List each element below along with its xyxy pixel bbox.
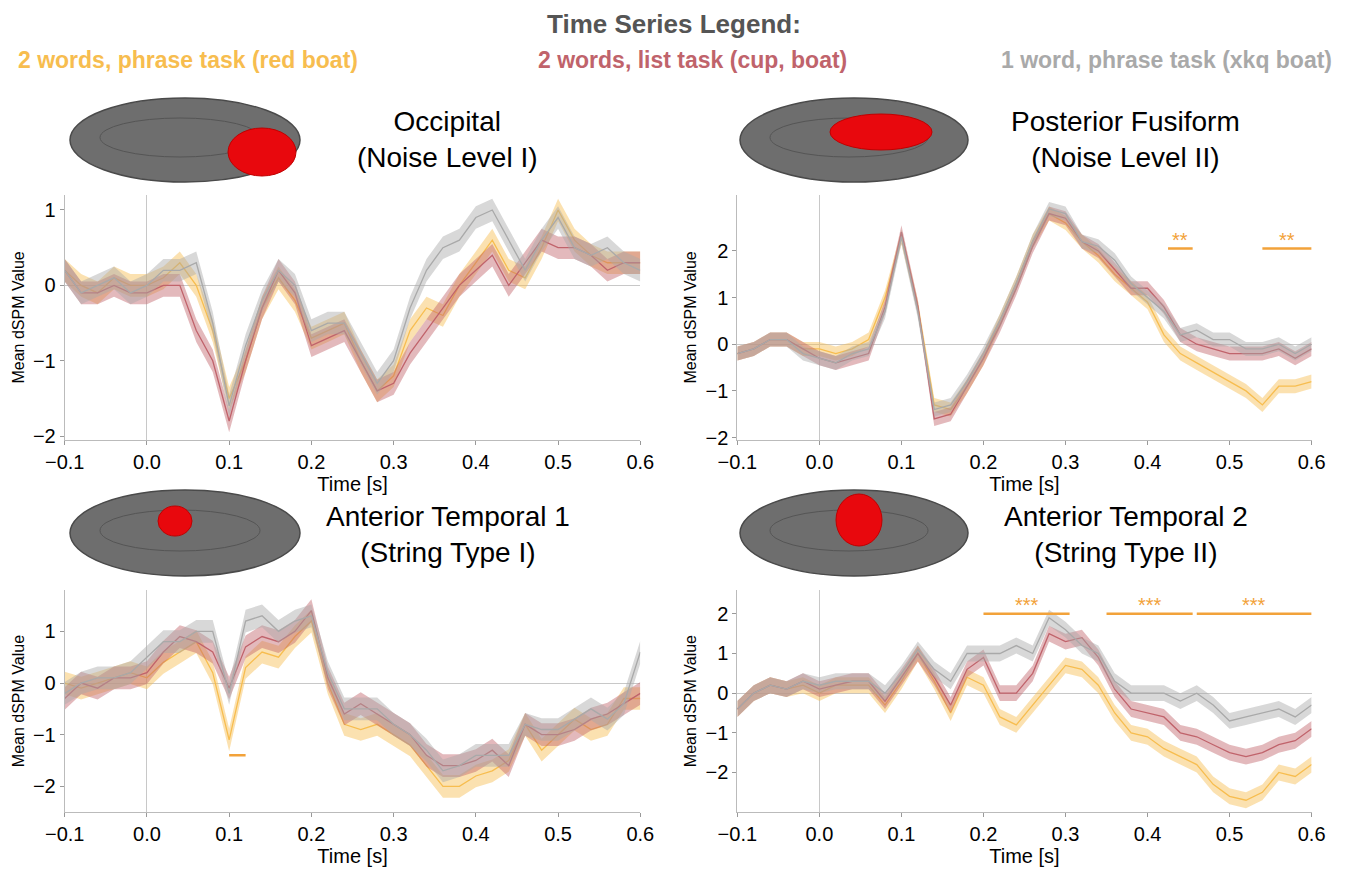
svg-text:0.3: 0.3 xyxy=(1052,451,1080,473)
svg-text:0.4: 0.4 xyxy=(462,451,490,473)
svg-text:−2: −2 xyxy=(33,775,56,797)
svg-text:0.2: 0.2 xyxy=(297,823,325,845)
svg-text:Time [s]: Time [s] xyxy=(317,845,387,867)
svg-text:Mean dSPM Value: Mean dSPM Value xyxy=(10,251,27,383)
svg-text:0: 0 xyxy=(45,274,56,296)
svg-text:0.1: 0.1 xyxy=(215,823,243,845)
svg-text:0: 0 xyxy=(717,682,728,704)
svg-text:0.0: 0.0 xyxy=(805,451,833,473)
svg-text:−0.1: −0.1 xyxy=(45,823,84,845)
svg-text:1: 1 xyxy=(45,199,56,221)
svg-text:0.5: 0.5 xyxy=(544,823,572,845)
svg-text:−1: −1 xyxy=(706,380,729,402)
svg-text:**: ** xyxy=(1172,229,1188,251)
svg-text:0.0: 0.0 xyxy=(805,823,833,845)
svg-text:0.3: 0.3 xyxy=(1052,823,1080,845)
svg-text:−0.1: −0.1 xyxy=(718,823,757,845)
svg-text:***: *** xyxy=(1242,594,1266,616)
svg-text:Time [s]: Time [s] xyxy=(989,845,1059,867)
svg-text:−1: −1 xyxy=(706,722,729,744)
svg-text:2 words, phrase task (red boat: 2 words, phrase task (red boat) xyxy=(18,47,358,73)
svg-text:Mean dSPM Value: Mean dSPM Value xyxy=(682,635,699,767)
svg-text:1: 1 xyxy=(45,620,56,642)
svg-text:Mean dSPM Value: Mean dSPM Value xyxy=(682,251,699,383)
svg-text:−2: −2 xyxy=(706,761,729,783)
svg-text:1: 1 xyxy=(717,642,728,664)
svg-text:0.1: 0.1 xyxy=(215,451,243,473)
svg-text:0.3: 0.3 xyxy=(380,823,408,845)
svg-text:0.6: 0.6 xyxy=(1298,451,1326,473)
svg-text:0.1: 0.1 xyxy=(888,823,916,845)
svg-text:0.0: 0.0 xyxy=(133,451,161,473)
svg-text:−0.1: −0.1 xyxy=(45,451,84,473)
svg-text:0.6: 0.6 xyxy=(626,451,654,473)
svg-text:Time [s]: Time [s] xyxy=(317,473,387,495)
svg-text:**: ** xyxy=(1279,229,1295,251)
svg-text:2 words, list task (cup, boat): 2 words, list task (cup, boat) xyxy=(538,47,847,73)
svg-text:Mean dSPM Value: Mean dSPM Value xyxy=(10,635,27,767)
svg-text:0.2: 0.2 xyxy=(970,451,998,473)
svg-text:***: *** xyxy=(1015,594,1039,616)
svg-text:0.5: 0.5 xyxy=(1216,451,1244,473)
svg-text:Posterior Fusiform(Noise Level: Posterior Fusiform(Noise Level II) xyxy=(1011,106,1240,173)
svg-text:0.4: 0.4 xyxy=(1134,451,1162,473)
svg-text:−1: −1 xyxy=(33,724,56,746)
svg-text:2: 2 xyxy=(717,240,728,262)
svg-text:−2: −2 xyxy=(706,427,729,449)
svg-text:1 word, phrase task (xkq boat): 1 word, phrase task (xkq boat) xyxy=(1001,47,1332,73)
svg-text:Anterior Temporal 2(String Typ: Anterior Temporal 2(String Type II) xyxy=(1004,501,1248,568)
svg-text:1: 1 xyxy=(717,287,728,309)
svg-text:0.2: 0.2 xyxy=(970,823,998,845)
svg-text:−1: −1 xyxy=(33,350,56,372)
svg-text:0.5: 0.5 xyxy=(544,451,572,473)
svg-text:Occipital(Noise Level I): Occipital(Noise Level I) xyxy=(357,106,538,173)
svg-text:0.3: 0.3 xyxy=(380,451,408,473)
svg-text:0.4: 0.4 xyxy=(1134,823,1162,845)
svg-text:0: 0 xyxy=(45,672,56,694)
svg-text:0.1: 0.1 xyxy=(888,451,916,473)
svg-text:Time Series Legend:: Time Series Legend: xyxy=(547,9,801,39)
svg-text:0.2: 0.2 xyxy=(297,451,325,473)
svg-text:0.4: 0.4 xyxy=(462,823,490,845)
svg-text:0: 0 xyxy=(717,333,728,355)
svg-text:0.6: 0.6 xyxy=(1298,823,1326,845)
svg-text:0.5: 0.5 xyxy=(1216,823,1244,845)
svg-text:Time [s]: Time [s] xyxy=(989,473,1059,495)
svg-text:−0.1: −0.1 xyxy=(718,451,757,473)
svg-text:−2: −2 xyxy=(33,425,56,447)
svg-text:0.6: 0.6 xyxy=(626,823,654,845)
svg-text:Anterior Temporal 1(String Typ: Anterior Temporal 1(String Type I) xyxy=(326,501,570,568)
svg-text:***: *** xyxy=(1138,594,1162,616)
svg-text:0.0: 0.0 xyxy=(133,823,161,845)
svg-text:2: 2 xyxy=(717,603,728,625)
